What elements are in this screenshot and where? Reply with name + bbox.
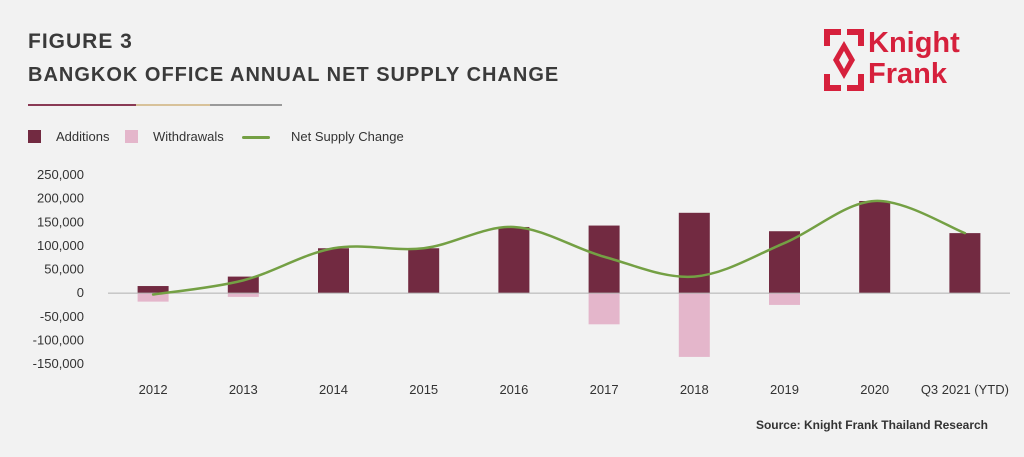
- y-tick-label: -150,000: [33, 356, 84, 371]
- knight-frank-diamond-logo-icon: [824, 29, 864, 91]
- logo-shape-3: [847, 74, 864, 91]
- bar-additions: [137, 286, 169, 294]
- y-tick-label: -50,000: [40, 309, 84, 324]
- x-tick-label: 2014: [319, 382, 348, 397]
- x-tick-label: 2012: [139, 382, 168, 397]
- bar-additions: [949, 233, 981, 294]
- logo-line-1: Knight: [868, 27, 960, 59]
- bar-withdrawals: [137, 293, 169, 302]
- y-tick-label: 100,000: [37, 238, 84, 253]
- legend-label-withdrawals: Withdrawals: [153, 129, 224, 144]
- bar-additions: [498, 226, 530, 294]
- x-tick-label: 2016: [499, 382, 528, 397]
- knight-frank-logo: Knight Frank: [824, 28, 994, 92]
- bar-additions: [227, 276, 259, 294]
- logo-wordmark: Knight Frank: [868, 28, 960, 90]
- y-tick-label: 200,000: [37, 191, 84, 206]
- title-rule-1: [28, 104, 136, 106]
- y-tick-label: 50,000: [44, 262, 84, 277]
- bar-additions: [318, 248, 349, 294]
- bar-withdrawals: [588, 293, 620, 325]
- legend-line-net-supply-change: [242, 136, 270, 139]
- logo-shape-2: [824, 74, 841, 91]
- x-tick-label: 2015: [409, 382, 438, 397]
- bar-withdrawals: [678, 293, 710, 357]
- logo-inner-diamond: [839, 51, 849, 69]
- bar-withdrawals: [227, 293, 259, 297]
- legend-swatch-withdrawals: [125, 130, 138, 143]
- legend-label-additions: Additions: [56, 129, 110, 144]
- y-tick-label: 150,000: [37, 214, 84, 229]
- bar-additions: [769, 231, 800, 294]
- bar-additions: [408, 248, 440, 294]
- y-tick-label: -100,000: [33, 332, 84, 347]
- net-supply-change-line: [151, 199, 967, 296]
- chart-title: BANGKOK OFFICE ANNUAL NET SUPPLY CHANGE: [28, 64, 560, 86]
- logo-shape-0: [824, 29, 841, 46]
- source-note: Source: Knight Frank Thailand Research: [755, 418, 988, 432]
- y-tick-label: 0: [77, 285, 84, 300]
- bar-withdrawals: [769, 293, 800, 305]
- title-rule-2: [136, 104, 210, 106]
- y-tick-label: 250,000: [37, 167, 84, 182]
- legend-swatch-additions: [28, 130, 41, 143]
- title-rule-3: [210, 104, 282, 106]
- x-tick-label: 2013: [229, 382, 258, 397]
- x-tick-label: 2018: [680, 382, 709, 397]
- bar-additions: [678, 212, 710, 294]
- x-tick-label: 2020: [860, 382, 889, 397]
- logo-line-2: Frank: [868, 58, 947, 90]
- figure-label: FIGURE 3: [28, 30, 133, 53]
- x-tick-label: 2019: [770, 382, 799, 397]
- legend-label-net-supply-change: Net Supply Change: [291, 129, 404, 144]
- x-tick-label: Q3 2021 (YTD): [921, 382, 1009, 397]
- logo-shape-1: [847, 29, 864, 46]
- x-tick-label: 2017: [590, 382, 619, 397]
- bar-additions: [859, 200, 891, 294]
